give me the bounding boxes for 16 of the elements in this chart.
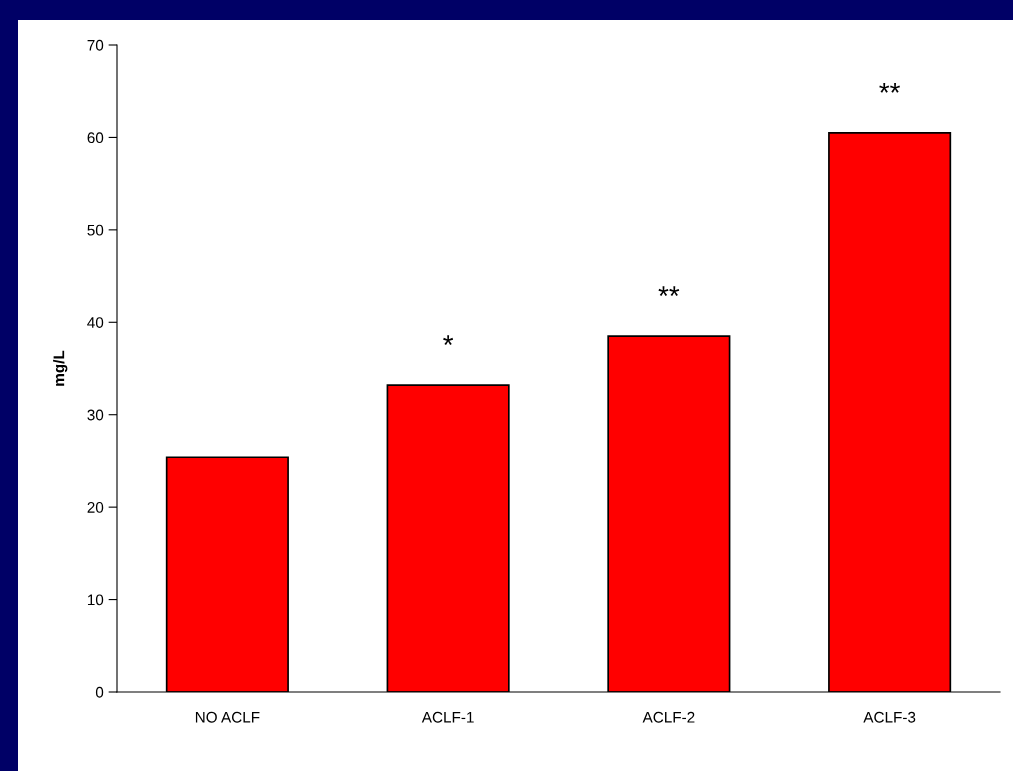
x-tick-label: NO ACLF	[195, 711, 260, 723]
y-tick-label: 30	[87, 409, 104, 421]
x-tick-label: ACLF-3	[863, 711, 916, 723]
y-tick-label: 20	[87, 502, 104, 513]
y-tick-label: 50	[87, 224, 104, 236]
x-tick-label: ACLF-2	[642, 711, 695, 723]
data-label: *	[443, 335, 454, 346]
y-tick-label: 40	[87, 317, 104, 328]
x-tick-label: ACLF-1	[421, 711, 474, 723]
data-label: **	[879, 82, 900, 93]
y-tick-label: 10	[87, 594, 104, 606]
y-tick-label: 60	[87, 132, 104, 144]
y-axis-title: mg/L	[53, 350, 68, 386]
y-tick-label: 70	[87, 39, 104, 51]
data-label: **	[658, 286, 680, 297]
y-tick-label: 0	[95, 686, 104, 698]
